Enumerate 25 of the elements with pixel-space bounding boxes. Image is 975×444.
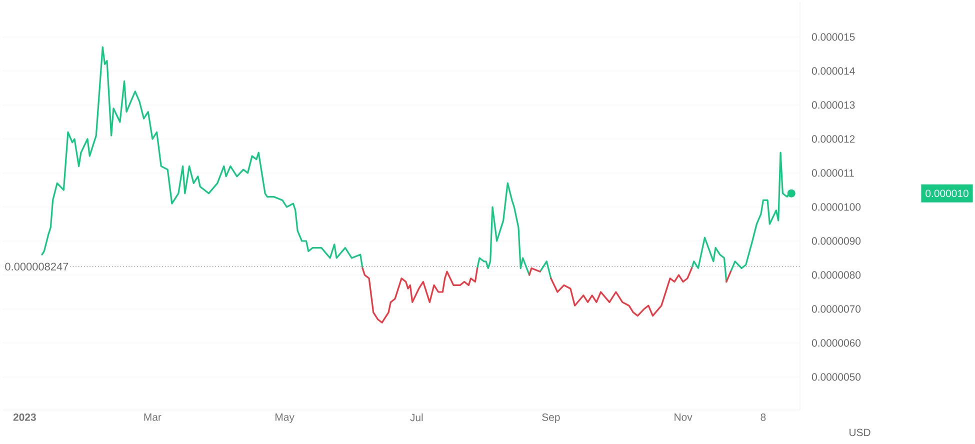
line-series	[550, 267, 693, 317]
y-tick-label: 0.000012	[812, 135, 855, 143]
y-tick-label: 0.000011	[812, 169, 854, 177]
ref-line-label: 0.000008247	[5, 262, 68, 270]
x-tick-label: Nov	[674, 414, 692, 421]
line-series	[476, 182, 530, 276]
y-axis-title: USD	[850, 428, 870, 436]
y-tick-label: 0.0000050	[812, 373, 861, 381]
y-tick-label: 0.0000100	[812, 203, 861, 211]
y-tick-label: 0.0000070	[812, 305, 861, 313]
y-tick-label: 0.0000080	[812, 271, 861, 279]
x-tick-label: Jul	[410, 414, 423, 422]
y-tick-label: 0.000014	[812, 67, 855, 75]
x-tick-label: 8	[760, 414, 766, 421]
x-tick-label: May	[276, 414, 294, 423]
x-tick-label: Mar	[144, 414, 162, 421]
y-tick-label: 0.0000060	[812, 339, 861, 347]
line-series	[690, 236, 728, 283]
y-tick-label: 0.0000090	[812, 237, 861, 245]
x-tick-label: 2023	[13, 414, 36, 421]
y-tick-label: 0.000015	[812, 33, 855, 41]
line-series	[362, 267, 478, 324]
text: 0.000010	[926, 190, 968, 198]
y-tick-label: 0.000013	[812, 101, 855, 109]
x-tick-label: Sep	[542, 414, 560, 423]
